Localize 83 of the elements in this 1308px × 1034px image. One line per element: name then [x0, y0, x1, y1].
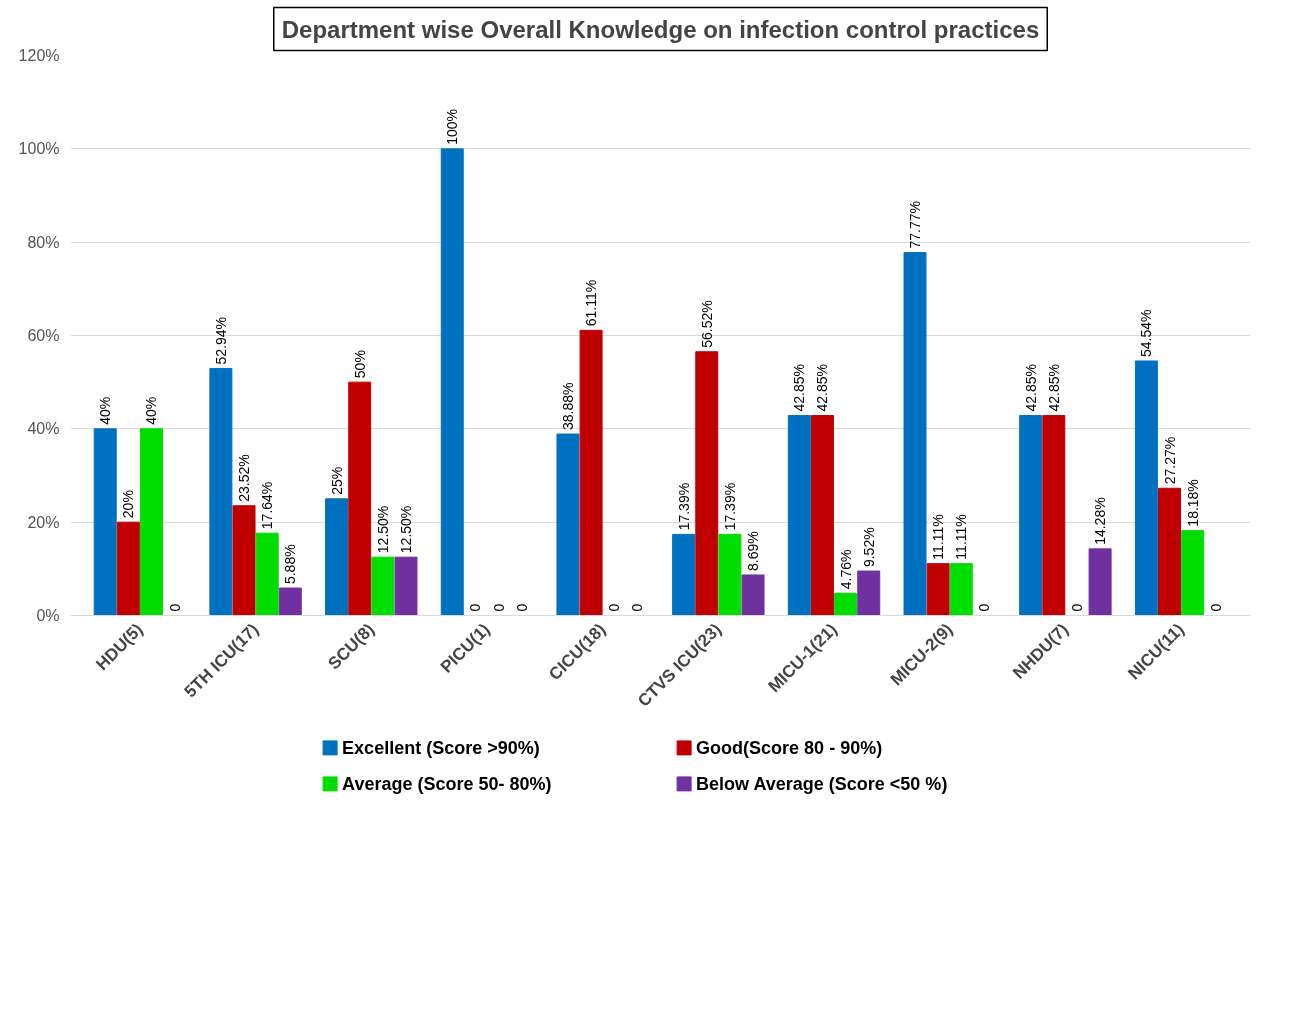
data-label: 0: [976, 603, 993, 612]
bar: [695, 351, 719, 616]
y-tick-label: 120%: [18, 47, 60, 64]
data-label: 61.11%: [583, 279, 600, 327]
bar: [579, 329, 603, 616]
data-label: 18.18%: [1184, 479, 1201, 527]
legend-label: Below Average (Score <50 %): [696, 773, 948, 794]
data-label: 52.94%: [212, 316, 229, 365]
data-label: 0: [467, 603, 484, 612]
data-label: 0: [606, 603, 623, 612]
data-label: 42.85%: [1022, 364, 1039, 412]
chart-title: Department wise Overall Knowledge on infection control practices: [281, 15, 1040, 43]
bar: [741, 574, 765, 616]
data-label: 25%: [328, 466, 345, 495]
legend-label: Good(Score 80 - 90%): [696, 737, 883, 758]
data-label: 50%: [351, 350, 368, 379]
bar: [949, 563, 973, 616]
data-label: 23.52%: [236, 454, 253, 502]
y-tick-label: 60%: [27, 327, 60, 344]
bar: [1181, 530, 1205, 616]
bar: [1158, 487, 1182, 616]
data-label: 12.50%: [397, 505, 414, 554]
data-label: 56.52%: [698, 300, 715, 348]
bar: [394, 556, 418, 616]
data-label: 42.85%: [1045, 364, 1062, 412]
bar: [1042, 415, 1066, 616]
data-label: 77.77%: [907, 201, 924, 249]
bar: [787, 415, 811, 616]
data-label: 12.50%: [374, 505, 391, 554]
data-label: 0: [513, 603, 530, 612]
data-label: 42.85%: [791, 364, 808, 412]
data-label: 27.27%: [1161, 436, 1178, 485]
y-tick-label: 20%: [27, 513, 60, 531]
data-label: 4.76%: [837, 549, 854, 590]
bar: [810, 415, 834, 616]
data-label: 0: [629, 603, 646, 612]
y-tick-label: 100%: [18, 140, 60, 158]
data-label: 42.85%: [814, 364, 831, 412]
data-label: 8.69%: [745, 531, 762, 571]
bar: [116, 521, 140, 616]
legend-label: Excellent (Score >90%): [342, 737, 540, 758]
bar: [857, 570, 881, 616]
data-label: 17.39%: [721, 482, 738, 531]
data-label: 54.54%: [1138, 309, 1155, 357]
data-label: 11.11%: [953, 514, 970, 560]
data-label: 0: [166, 603, 183, 612]
bar: [718, 533, 742, 616]
data-label: 100%: [444, 109, 461, 145]
y-tick-label: 40%: [27, 420, 60, 438]
data-label: 0: [1068, 603, 1085, 612]
legend-label: Average (Score 50- 80%): [342, 773, 552, 794]
data-label: 14.28%: [1092, 497, 1109, 545]
bar: [139, 428, 163, 616]
bar: [232, 505, 256, 616]
data-label: 17.39%: [675, 482, 692, 531]
data-label: 17.64%: [259, 481, 276, 530]
bar: [371, 556, 395, 616]
bar: [834, 592, 858, 616]
bar: [1088, 548, 1112, 616]
y-tick-label: 80%: [27, 233, 60, 251]
data-label: 38.88%: [559, 382, 576, 431]
bar: [440, 148, 464, 616]
bar: [278, 587, 302, 616]
bar: [903, 252, 927, 616]
bar: [93, 428, 117, 616]
data-label: 40%: [97, 396, 114, 425]
data-label: 11.11%: [930, 514, 947, 560]
data-label: 20%: [120, 490, 137, 519]
data-label: 9.52%: [860, 527, 877, 568]
y-tick-label: 0%: [36, 607, 60, 624]
bar: [348, 381, 372, 616]
bar: [209, 367, 233, 616]
data-label: 0: [490, 603, 507, 612]
bar: [325, 498, 349, 616]
bar: [1134, 360, 1158, 616]
bar: [672, 533, 696, 616]
bar: [926, 563, 950, 616]
data-label: 40%: [143, 396, 160, 425]
bar: [556, 433, 580, 616]
data-label: 5.88%: [282, 544, 299, 585]
data-label: 0: [1207, 603, 1224, 612]
bar: [255, 532, 279, 616]
bar: [1019, 415, 1043, 616]
